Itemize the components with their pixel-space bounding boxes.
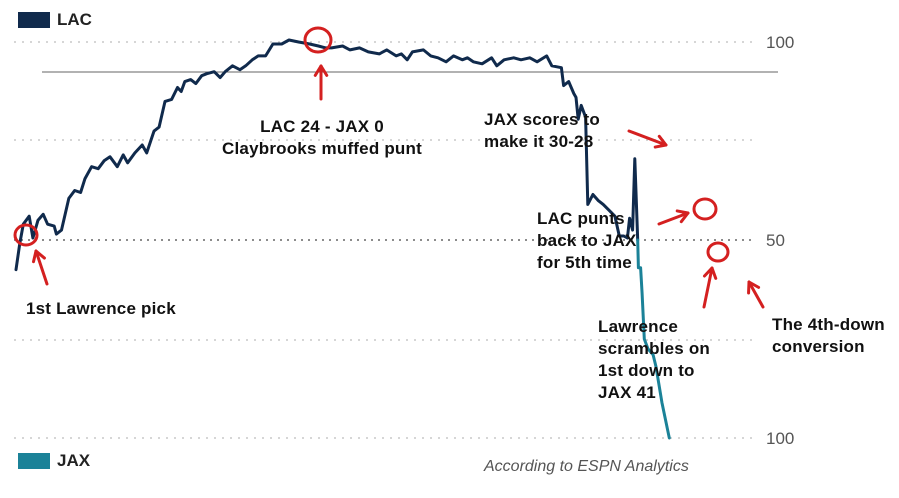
lac-legend-label: LAC xyxy=(57,10,92,29)
series-line-lac xyxy=(14,38,640,272)
series-layer xyxy=(14,38,671,440)
markup-arrow-muffed-punt xyxy=(313,64,329,101)
markup-arrow-jax-scores xyxy=(627,129,668,149)
jax-legend-swatch xyxy=(18,453,50,469)
source-credit: According to ESPN Analytics xyxy=(484,458,689,475)
annotation-lac-punts: LAC punts back to JAX for 5th time xyxy=(537,209,637,272)
annotation-lawrence-scrambles: Lawrence scrambles on 1st down to JAX 41 xyxy=(598,317,711,402)
annotation-jax-scores: JAX scores to make it 30-28 xyxy=(484,110,600,151)
jax-legend-label: JAX xyxy=(57,451,91,470)
markup-circle-muffed-punt xyxy=(303,26,333,54)
markup-circle-lawrence-pick xyxy=(13,223,39,247)
y-tick-top: 100 xyxy=(766,33,795,52)
markup-circle-lac-punts xyxy=(692,197,718,221)
markup-arrow-lawrence-scramble xyxy=(702,266,718,309)
markup-arrow-lawrence-pick xyxy=(32,249,49,286)
annotation-markup xyxy=(13,26,765,309)
series-line-jax xyxy=(636,238,671,440)
annotation-lawrence-pick: 1st Lawrence pick xyxy=(26,299,176,318)
markup-arrow-lac-punts xyxy=(657,209,690,226)
gridlines xyxy=(14,41,778,439)
lac-legend-swatch xyxy=(18,12,50,28)
y-tick-middle: 50 xyxy=(766,231,785,250)
y-tick-bottom: 100 xyxy=(766,429,795,448)
annotation-4th-down: The 4th-down conversion xyxy=(772,315,885,356)
annotation-muffed-punt: LAC 24 - JAX 0 Claybrooks muffed punt xyxy=(222,117,422,158)
markup-circle-lawrence-scramble xyxy=(706,241,730,263)
markup-arrow-4th-down xyxy=(747,280,765,309)
